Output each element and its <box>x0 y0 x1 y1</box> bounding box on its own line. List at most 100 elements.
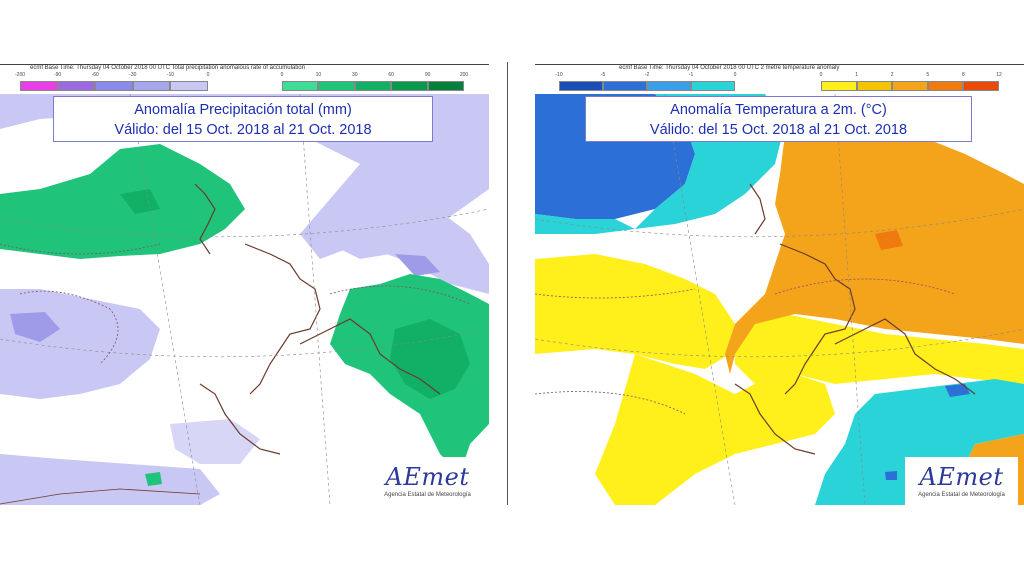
precip-header-text: ecmf Base Time: Thursday 04 October 2018… <box>30 65 305 71</box>
scale-swatch <box>57 81 96 91</box>
dry-strong-spot <box>10 312 60 342</box>
scale-swatch <box>963 81 999 91</box>
coastlines <box>734 183 976 455</box>
wet-region-atlantic <box>0 144 245 259</box>
coastline-britain <box>194 183 216 255</box>
dry-region-south <box>0 454 220 505</box>
scale-tick: -1 <box>688 72 694 78</box>
scale-swatch <box>354 81 392 91</box>
anomaly-contours <box>0 243 471 365</box>
scale-tick: -90 <box>53 72 62 78</box>
scale-tick: -10 <box>166 72 175 78</box>
scale-swatch <box>132 81 171 91</box>
temp-pos-scale: 0 1 2 5 8 12 <box>819 72 1002 92</box>
wet-strong-core <box>120 189 160 214</box>
scale-tick: -60 <box>91 72 99 78</box>
coastline-europe-south <box>299 318 441 395</box>
scale-tick: -2 <box>644 72 650 78</box>
dry-strong-spot <box>395 254 440 276</box>
scale-swatch <box>282 81 319 91</box>
scale-swatch <box>647 81 691 91</box>
precip-validity: Válido: del 15 Oct. 2018 al 21 Oct. 2018 <box>114 122 372 138</box>
scale-tick: 0 <box>819 72 823 78</box>
precip-neg-scale: -200 -90 -60 -30 -10 0 <box>15 72 210 92</box>
header-rule <box>535 64 1024 65</box>
coastlines <box>0 183 441 505</box>
temperature-anomaly-map <box>535 94 1024 505</box>
coastline-britain <box>749 183 766 235</box>
scale-swatch <box>170 81 208 91</box>
cool-region-southeast <box>815 379 1024 505</box>
warm-region-band <box>735 314 1024 384</box>
scale-tick: 60 <box>388 72 394 78</box>
scale-tick: 1 <box>855 72 858 78</box>
temperature-anomaly-panel: ecmf Base Time: Thursday 04 October 2018… <box>535 62 1024 505</box>
scale-tick: -5 <box>600 72 606 78</box>
scale-tick: -200 <box>14 72 26 78</box>
temp-title-box: Anomalía Temperatura a 2m. (°C) Válido: … <box>585 96 972 142</box>
cool-region <box>535 214 635 234</box>
coastline-europe-west <box>244 243 321 395</box>
scale-tick: 0 <box>206 72 210 78</box>
aemet-logo-subtitle: Agencia Estatal de Meteorología <box>918 492 1005 498</box>
precip-pos-scale: 0 10 30 60 90 200 <box>280 72 468 92</box>
scale-swatch <box>95 81 133 91</box>
scale-tick: 200 <box>459 72 469 78</box>
scale-swatch <box>603 81 647 91</box>
scale-swatch <box>821 81 857 91</box>
warm-region-south <box>595 354 835 505</box>
scale-tick: 2 <box>890 72 894 78</box>
scale-tick: 0 <box>733 72 737 78</box>
scale-swatch <box>318 81 355 91</box>
graticule <box>535 94 1024 505</box>
temp-header-text: ecmf Base Time: Thursday 04 October 2018… <box>619 65 840 71</box>
coastline-europe-west <box>779 243 856 395</box>
dry-region-northeast <box>330 189 489 294</box>
temp-neg-scale: -10 -5 -2 -1 0 <box>555 72 737 92</box>
wet-spot <box>145 472 162 486</box>
aemet-logo-text: AEmet <box>919 463 1004 491</box>
coastline-north-africa <box>734 383 816 455</box>
scale-tick: 12 <box>996 72 1002 78</box>
scale-swatch <box>856 81 893 91</box>
precip-title-box: Anomalía Precipitación total (mm) Válido… <box>53 96 433 142</box>
scale-swatch <box>927 81 964 91</box>
temp-title: Anomalía Temperatura a 2m. (°C) <box>670 102 887 118</box>
cold-spot <box>945 384 970 397</box>
temp-header: ecmf Base Time: Thursday 04 October 2018… <box>535 62 1024 94</box>
scale-swatch <box>391 81 428 91</box>
aemet-logo-text: AEmet <box>385 463 470 491</box>
scale-tick: 30 <box>352 72 358 78</box>
scale-swatch <box>20 81 58 91</box>
aemet-logo: AEmet Agencia Estatal de Meteorología <box>905 457 1018 505</box>
coastline-north-africa <box>199 383 281 455</box>
wet-strong-core <box>390 319 470 399</box>
scale-tick: -30 <box>129 72 137 78</box>
warm-region-west <box>535 254 735 369</box>
precip-header: ecmf Base Time: Thursday 04 October 2018… <box>0 62 489 94</box>
precipitation-anomaly-panel: ecmf Base Time: Thursday 04 October 2018… <box>0 62 489 505</box>
scale-tick: 5 <box>926 72 930 78</box>
hot-core <box>875 230 903 250</box>
scale-tick: 90 <box>424 72 431 78</box>
precipitation-anomaly-map <box>0 94 489 505</box>
scale-tick: 0 <box>280 72 284 78</box>
scale-swatch <box>691 81 735 91</box>
scale-tick: 8 <box>962 72 965 78</box>
hot-region <box>725 129 1024 374</box>
scale-swatch <box>559 81 603 91</box>
graticule <box>0 94 489 505</box>
header-rule <box>0 64 489 65</box>
aemet-logo: AEmet Agencia Estatal de Meteorología <box>371 457 484 505</box>
coastline-south <box>0 488 201 505</box>
precip-title: Anomalía Precipitación total (mm) <box>134 102 352 118</box>
anomaly-contours <box>535 278 956 415</box>
scale-swatch <box>892 81 928 91</box>
scale-tick: 10 <box>315 72 322 78</box>
panel-divider <box>507 62 508 505</box>
scale-swatch <box>427 81 464 91</box>
aemet-logo-subtitle: Agencia Estatal de Meteorología <box>384 492 471 498</box>
cold-spot <box>885 471 897 480</box>
temp-validity: Válido: del 15 Oct. 2018 al 21 Oct. 2018 <box>649 122 908 138</box>
scale-tick: -10 <box>555 72 563 78</box>
